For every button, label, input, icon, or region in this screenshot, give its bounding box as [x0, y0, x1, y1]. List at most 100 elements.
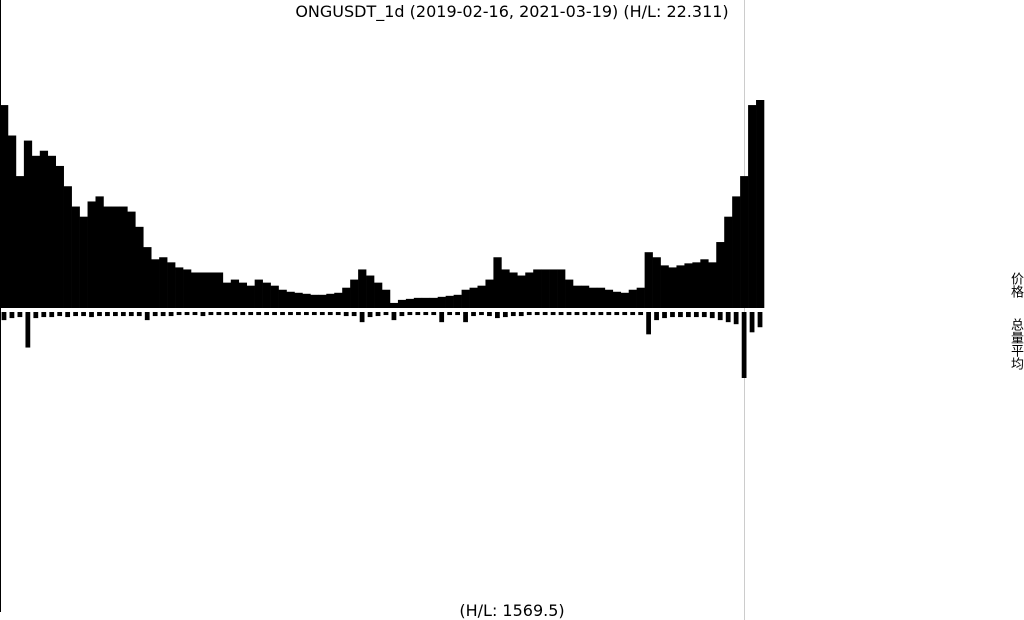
volume-bar	[447, 312, 453, 316]
volume-bar	[375, 312, 381, 317]
volume-bar	[582, 312, 588, 316]
volume-bar	[479, 312, 484, 316]
price-bar	[588, 287, 598, 308]
price-bar	[374, 282, 383, 308]
volume-title: (H/L: 1569.5)	[459, 601, 564, 620]
price-bar	[437, 296, 446, 308]
price-bar	[103, 206, 112, 308]
volume-bar	[288, 312, 293, 316]
chart-title: ONGUSDT_1d (2019-02-16, 2021-03-19) (H/L…	[295, 2, 728, 22]
volume-bar	[152, 312, 158, 317]
price-bar	[183, 269, 192, 308]
volume-bar	[502, 312, 508, 318]
price-bar	[429, 297, 439, 308]
volume-bar	[41, 312, 47, 318]
volume-bar	[558, 312, 564, 316]
volume-bar	[272, 312, 277, 316]
volume-bar	[192, 312, 198, 316]
volume-bar	[733, 312, 739, 325]
volume-bar	[240, 312, 246, 316]
volume-bar	[423, 312, 429, 316]
price-bar	[389, 302, 399, 308]
price-bar	[47, 155, 57, 308]
volume-bar	[25, 312, 31, 348]
volume-bar	[471, 312, 476, 317]
volume-bar	[510, 312, 516, 317]
volume-bar	[534, 312, 540, 316]
volume-bar	[725, 312, 731, 323]
volume-bar	[542, 312, 548, 316]
price-bar	[71, 206, 80, 308]
price-bar	[549, 269, 558, 308]
volume-bar	[741, 312, 747, 378]
price-bar	[254, 279, 263, 308]
volume-bar	[208, 312, 214, 316]
price-bar	[716, 242, 725, 308]
volume-bar	[49, 312, 55, 318]
price-bar	[684, 263, 693, 308]
volume-bar	[144, 312, 150, 321]
volume-bar	[550, 312, 556, 316]
volume-bar	[335, 312, 341, 316]
volume-bar	[224, 312, 230, 316]
price-bar	[191, 272, 200, 308]
volume-bar	[264, 312, 269, 316]
price-bar	[676, 265, 685, 308]
price-bar	[509, 272, 518, 308]
price-bar	[501, 269, 510, 308]
price-bar	[477, 285, 486, 308]
price-bar	[159, 257, 168, 308]
volume-bar	[128, 312, 134, 317]
price-bar	[533, 269, 542, 308]
price-bar	[580, 285, 590, 308]
volume-bar	[120, 312, 126, 317]
price-bar	[565, 279, 574, 308]
volume-bar	[606, 312, 612, 316]
volume-bar	[343, 312, 349, 317]
price-bar	[628, 289, 637, 308]
price-bar	[700, 259, 709, 308]
price-bar	[461, 289, 470, 308]
volume-bar	[590, 312, 596, 316]
volume-bar	[351, 312, 357, 317]
volume-bar	[686, 312, 691, 318]
volume-bar	[662, 312, 667, 319]
volume-bar	[495, 312, 500, 319]
price-bar	[660, 265, 669, 308]
volume-bar	[311, 312, 317, 316]
volume-bar	[518, 312, 524, 317]
volume-bar	[622, 312, 628, 316]
price-bar	[366, 275, 375, 308]
price-bar	[262, 282, 271, 308]
price-bar	[350, 279, 359, 308]
price-bar	[652, 257, 661, 308]
volume-bar	[17, 312, 23, 318]
price-bar	[278, 289, 287, 308]
volume-bar	[73, 312, 78, 317]
price-bar	[724, 216, 733, 308]
price-bar	[238, 282, 248, 308]
price-bar	[453, 294, 462, 308]
volume-bar	[327, 312, 333, 316]
price-bar	[230, 279, 240, 308]
volume-bar	[701, 312, 707, 318]
volume-bar	[391, 312, 397, 321]
volume-bar	[136, 312, 142, 317]
volume-bar	[89, 312, 94, 318]
volume-bar	[81, 312, 86, 317]
volume-bar	[105, 312, 110, 317]
price-bar	[310, 294, 319, 308]
volume-bar	[319, 312, 325, 316]
price-bar	[55, 165, 64, 308]
price-bar	[525, 272, 534, 308]
volume-bar	[439, 312, 445, 323]
price-bar	[151, 259, 160, 308]
volume-bar	[200, 312, 206, 317]
price-bar	[541, 269, 550, 308]
price-bar	[644, 252, 653, 308]
volume-bar	[709, 312, 715, 319]
volume-bar	[232, 312, 238, 316]
price-bar	[127, 211, 136, 308]
volume-bar	[463, 312, 468, 323]
